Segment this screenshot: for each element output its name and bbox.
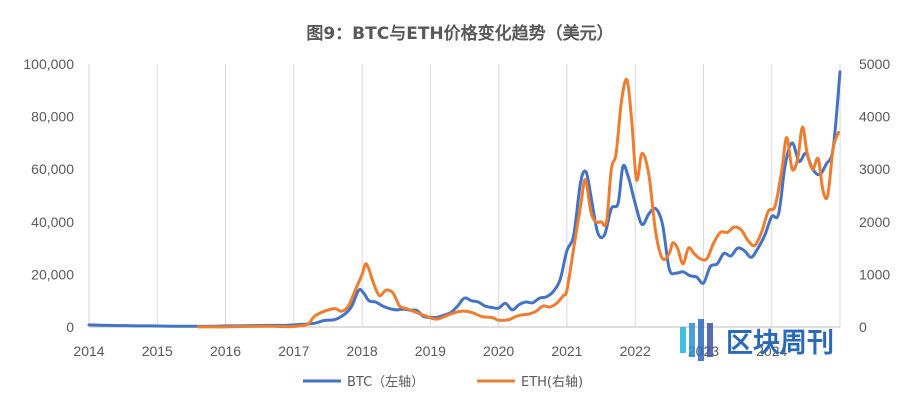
eth-series-line bbox=[196, 77, 841, 329]
x-tick-label: 2019 bbox=[415, 343, 446, 359]
y-left-tick-label: 100,000 bbox=[23, 56, 74, 72]
bar-stripes-logo-icon bbox=[680, 319, 713, 361]
watermark-text: 区块周刊 bbox=[726, 328, 834, 359]
legend-item-eth: ETH(右轴) bbox=[477, 375, 583, 390]
y-left-tick-label: 60,000 bbox=[31, 161, 74, 177]
y-right-tick-label: 2000 bbox=[859, 214, 890, 230]
y-right-tick-label: 3000 bbox=[859, 161, 890, 177]
legend-label: BTC（左轴） bbox=[347, 375, 424, 390]
y-left-tick-label: 0 bbox=[66, 319, 74, 335]
x-tick-label: 2021 bbox=[551, 343, 582, 359]
legend-label: ETH(右轴) bbox=[521, 375, 583, 390]
y-right-tick-label: 5000 bbox=[859, 56, 890, 72]
chart-title: 图9：BTC与ETH价格变化趋势（美元） bbox=[306, 23, 613, 44]
x-tick-label: 2018 bbox=[347, 343, 378, 359]
axes: 2014201520162017201820192020202120222023… bbox=[23, 56, 890, 359]
gridlines bbox=[88, 64, 841, 327]
watermark: 区块周刊 bbox=[680, 319, 834, 361]
legend: BTC（左轴） ETH(右轴) bbox=[303, 375, 583, 390]
x-tick-label: 2022 bbox=[620, 343, 651, 359]
btc-series-line bbox=[87, 70, 842, 328]
x-tick-label: 2014 bbox=[73, 343, 104, 359]
y-left-tick-label: 20,000 bbox=[31, 266, 74, 282]
legend-item-btc: BTC（左轴） bbox=[303, 375, 424, 390]
x-tick-label: 2024 bbox=[756, 343, 787, 359]
y-left-tick-label: 40,000 bbox=[31, 214, 74, 230]
series-layer bbox=[87, 70, 842, 329]
x-tick-label: 2017 bbox=[278, 343, 309, 359]
x-tick-label: 2016 bbox=[210, 343, 241, 359]
x-tick-label: 2015 bbox=[142, 343, 173, 359]
y-right-tick-label: 0 bbox=[859, 319, 867, 335]
y-right-tick-label: 4000 bbox=[859, 109, 890, 125]
y-left-tick-label: 80,000 bbox=[31, 109, 74, 125]
x-tick-label: 2020 bbox=[483, 343, 514, 359]
y-right-tick-label: 1000 bbox=[859, 266, 890, 282]
